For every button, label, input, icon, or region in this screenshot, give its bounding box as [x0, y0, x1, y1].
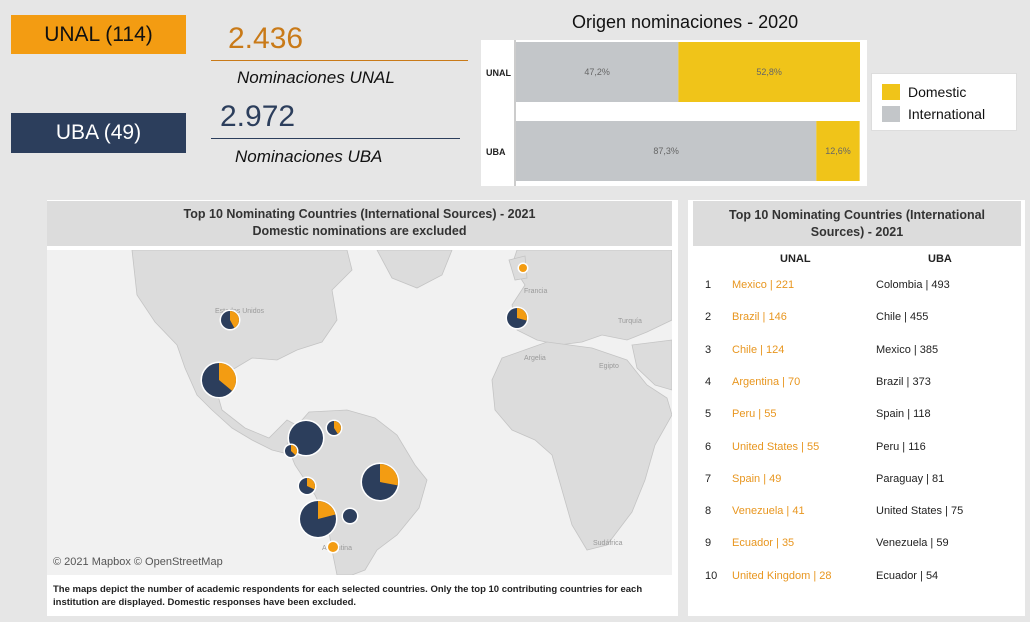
middle-east-land — [631, 339, 672, 391]
bar-chart-svg: UNAL 47,2% 52,8% UBA 87,3% 12,6% — [486, 40, 860, 186]
uba-country-cell: United States | 75 — [876, 505, 964, 517]
unal-country-cell: Mexico | 221 — [732, 279, 795, 291]
unal-badge: UNAL (114) — [11, 15, 186, 54]
column-header-unal: UNAL — [780, 253, 811, 265]
pie-marker-ecuador[interactable] — [283, 443, 299, 459]
rank-number: 3 — [705, 344, 712, 356]
unal-underline — [211, 60, 468, 61]
place-label: Francia — [524, 288, 547, 295]
africa-land — [491, 341, 672, 551]
ranking-table-panel — [688, 200, 1025, 616]
place-label: Egipto — [599, 363, 619, 370]
legend-label-international: International — [908, 106, 986, 122]
domestic-swatch — [882, 84, 900, 100]
unal-nominations-value: 2.436 — [228, 22, 304, 55]
legend-label-domestic: Domestic — [908, 84, 967, 100]
place-label: Argelia — [524, 355, 546, 362]
table-header: Top 10 Nominating Countries (Internation… — [693, 201, 1021, 246]
pie-markers — [200, 262, 529, 554]
land-layer — [131, 250, 672, 575]
bar-domestic-uba[interactable] — [816, 121, 860, 181]
uba-nominations-label: Nominaciones UBA — [235, 147, 383, 166]
unal-country-cell: Peru | 55 — [732, 408, 777, 420]
bar-value-label: 12,6% — [825, 146, 851, 156]
europe-land — [511, 250, 672, 346]
rank-number: 4 — [705, 376, 712, 388]
unal-country-cell: Ecuador | 35 — [732, 537, 795, 549]
unal-country-cell: United Kingdom | 28 — [732, 570, 832, 582]
bar-international-uba[interactable] — [516, 121, 817, 181]
pie-marker-peru[interactable] — [297, 476, 317, 496]
pie-marker-argentina[interactable] — [326, 540, 340, 554]
uba-country-cell: Paraguay | 81 — [876, 473, 945, 485]
rank-number: 2 — [705, 311, 712, 323]
legend-item-domestic[interactable]: Domestic — [882, 81, 1006, 103]
map-title: Top 10 Nominating Countries (Internation… — [183, 207, 536, 221]
pie-marker-venezuela[interactable] — [325, 419, 343, 437]
bar-value-label: 47,2% — [584, 67, 610, 77]
rank-number: 8 — [705, 505, 712, 517]
table-title: Top 10 Nominating Countries (Internation… — [728, 208, 986, 239]
map-footnote: The maps depict the number of academic r… — [53, 584, 643, 608]
category-label-uba: UBA — [486, 147, 506, 157]
unal-country-cell: Spain | 49 — [732, 473, 782, 485]
rank-number: 7 — [705, 473, 712, 485]
unal-country-cell: Brazil | 146 — [732, 311, 787, 323]
pie-marker-brazil[interactable] — [360, 462, 400, 502]
place-label: Estados Unidos — [215, 308, 265, 315]
map-svg[interactable]: Francia Turquía Argelia Egipto Sudáfrica Esta… — [47, 250, 672, 575]
uba-country-cell: Venezuela | 59 — [876, 537, 949, 549]
uba-badge: UBA (49) — [11, 113, 186, 153]
uba-underline — [211, 138, 460, 139]
chart-title: Origen nominaciones - 2020 — [572, 12, 799, 32]
uba-country-cell: Brazil | 373 — [876, 376, 931, 388]
pie-marker-chile[interactable] — [298, 499, 338, 539]
rank-number: 9 — [705, 537, 712, 549]
unal-country-cell: Argentina | 70 — [732, 376, 801, 388]
chart-legend: Domestic International — [871, 73, 1017, 131]
pie-marker-united-states[interactable] — [219, 309, 241, 331]
unal-country-cell: United States | 55 — [732, 441, 820, 453]
uba-country-cell: Peru | 116 — [876, 441, 926, 453]
rank-number: 5 — [705, 408, 712, 420]
south-america-land — [286, 409, 428, 575]
bar-domestic-unal[interactable] — [678, 42, 860, 102]
uba-country-cell: Colombia | 493 — [876, 279, 950, 291]
place-label: Turquía — [618, 318, 642, 325]
pie-marker-paraguay[interactable] — [341, 507, 359, 525]
international-swatch — [882, 106, 900, 122]
unal-nominations-label: Nominaciones UNAL — [237, 68, 395, 87]
rank-number: 1 — [705, 279, 712, 291]
pie-marker-spain[interactable] — [505, 306, 529, 330]
uba-country-cell: Mexico | 385 — [876, 344, 939, 356]
uba-country-cell: Chile | 455 — [876, 311, 929, 323]
pie-marker-united-kingdom[interactable] — [517, 262, 529, 274]
rank-number: 10 — [705, 570, 718, 582]
map-panel-header: Top 10 Nominating Countries (Internation… — [47, 201, 672, 246]
place-label: Sudáfrica — [593, 540, 623, 547]
column-header-uba: UBA — [928, 253, 952, 265]
bar-value-label: 87,3% — [653, 146, 679, 156]
bar-value-label: 52,8% — [756, 67, 782, 77]
category-label-unal: UNAL — [486, 68, 511, 78]
world-map[interactable]: Francia Turquía Argelia Egipto Sudáfrica Esta… — [47, 250, 672, 575]
uba-country-cell: Ecuador | 54 — [876, 570, 939, 582]
map-credits: © 2021 Mapbox © OpenStreetMap — [53, 556, 223, 568]
pie-marker-mexico[interactable] — [200, 361, 238, 399]
uba-nominations-value: 2.972 — [220, 100, 296, 133]
map-subtitle: Domestic nominations are excluded — [252, 224, 467, 238]
origin-bar-chart: UNAL 47,2% 52,8% UBA 87,3% 12,6% — [481, 40, 867, 186]
legend-item-international[interactable]: International — [882, 103, 1006, 125]
greenland-land — [376, 250, 453, 289]
uba-country-cell: Spain | 118 — [876, 408, 931, 420]
unal-country-cell: Chile | 124 — [732, 344, 785, 356]
unal-country-cell: Venezuela | 41 — [732, 505, 805, 517]
rank-number: 6 — [705, 441, 712, 453]
bar-international-unal[interactable] — [516, 42, 679, 102]
